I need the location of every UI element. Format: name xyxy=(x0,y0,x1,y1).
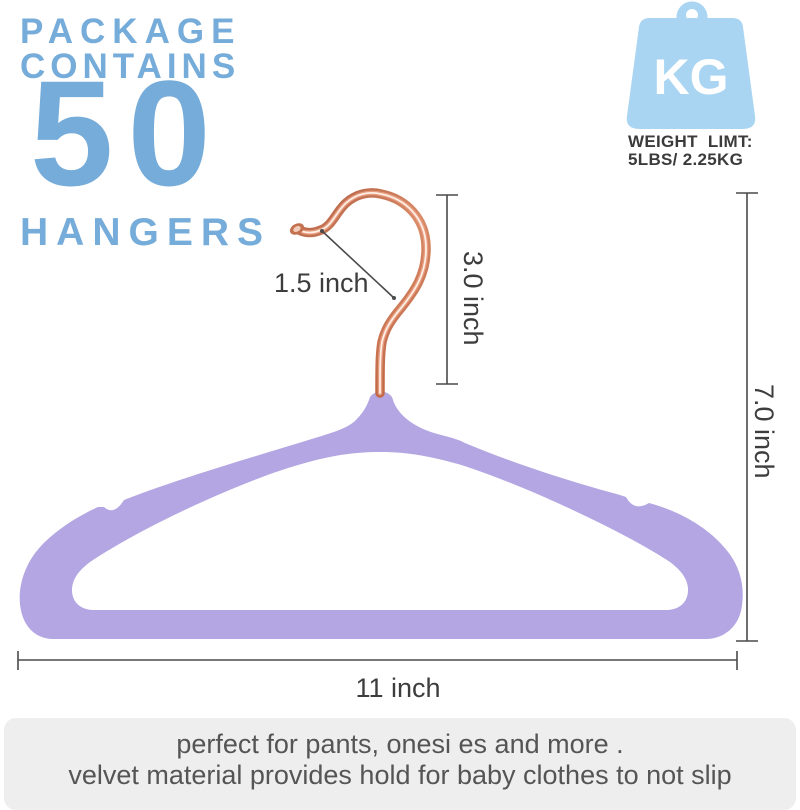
dimension-endpoint-dot xyxy=(392,296,396,300)
headline-contains: CONTAINS xyxy=(20,47,241,86)
dimension-lines xyxy=(17,192,758,670)
footer-line-1: perfect for pants, onesi es and more . xyxy=(176,729,624,759)
headline-package: PACKAGE xyxy=(20,12,242,51)
weight-icon-label: KG xyxy=(654,49,729,105)
weight-limit-title: WEIGHT LIMT: xyxy=(628,132,753,151)
hanger-width-label: 11 inch xyxy=(355,673,441,703)
hook-height-label: 3.0 inch xyxy=(458,251,488,346)
footer-description: perfect for pants, onesi es and more . v… xyxy=(4,718,796,810)
dimension-endpoint-dot xyxy=(320,229,324,233)
weight-kg-icon: KG xyxy=(626,1,756,129)
total-height-label: 7.0 inch xyxy=(749,384,779,479)
hanger-hook xyxy=(289,188,431,398)
headline-count: 50 xyxy=(30,49,225,217)
headline-hangers: HANGERS xyxy=(20,211,272,254)
hanger-body xyxy=(19,391,743,639)
hook-tip-cap xyxy=(289,223,305,235)
weight-limit-value: 5LBS/ 2.25KG xyxy=(628,150,744,169)
hook-width-label: 1.5 inch xyxy=(274,268,369,298)
footer-line-2: velvet material provides hold for baby c… xyxy=(68,760,732,790)
